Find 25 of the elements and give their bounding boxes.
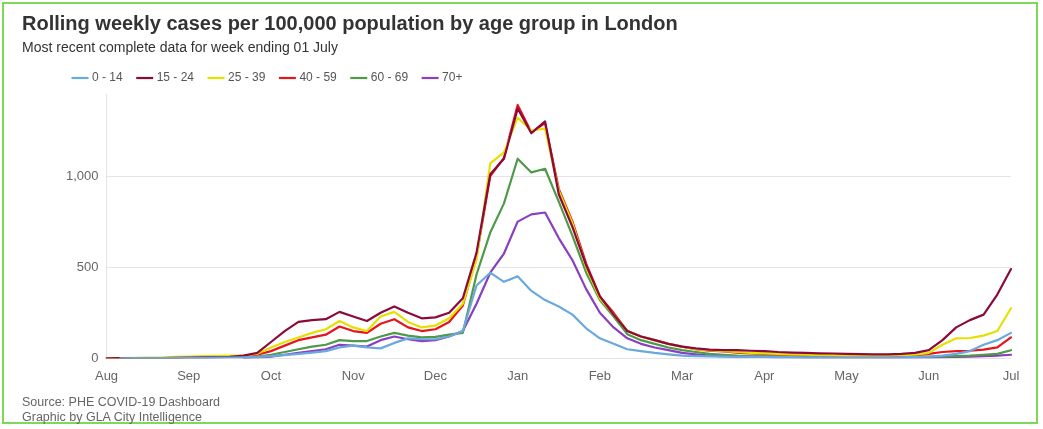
legend-label: 0 - 14 [92, 70, 124, 85]
x-tick-label: Apr [754, 367, 776, 383]
x-tick-label: Feb [588, 367, 612, 383]
legend-label: 60 - 69 [370, 70, 409, 85]
legend-label: 25 - 39 [228, 70, 266, 85]
x-tick-label: Jul [1002, 367, 1020, 383]
x-tick-label: Jan [507, 367, 529, 383]
legend-label: 40 - 59 [299, 70, 338, 85]
y-tick-label: 0 [91, 349, 99, 365]
x-tick-label: Jun [918, 367, 940, 383]
legend-label: 70+ [442, 70, 463, 85]
x-tick-label: Nov [341, 367, 366, 383]
x-tick-label: May [834, 367, 860, 383]
x-tick-label: Oct [260, 367, 282, 383]
x-tick-label: Mar [670, 367, 694, 383]
source-note: Source: PHE COVID-19 Dashboard [22, 395, 221, 410]
x-tick-label: Aug [94, 367, 119, 383]
chart-title: Rolling weekly cases per 100,000 population by age group in London [22, 12, 678, 35]
y-tick-label: 500 [76, 258, 99, 274]
x-tick-label: Sep [177, 367, 201, 383]
x-tick-label: Dec [423, 367, 448, 383]
y-tick-label: 1,000 [65, 167, 99, 183]
chart-subtitle: Most recent complete data for week ending 01 July [22, 39, 338, 55]
legend-label: 15 - 24 [156, 70, 195, 85]
text: Graphic by GLA City Intelligence [22, 410, 203, 425]
